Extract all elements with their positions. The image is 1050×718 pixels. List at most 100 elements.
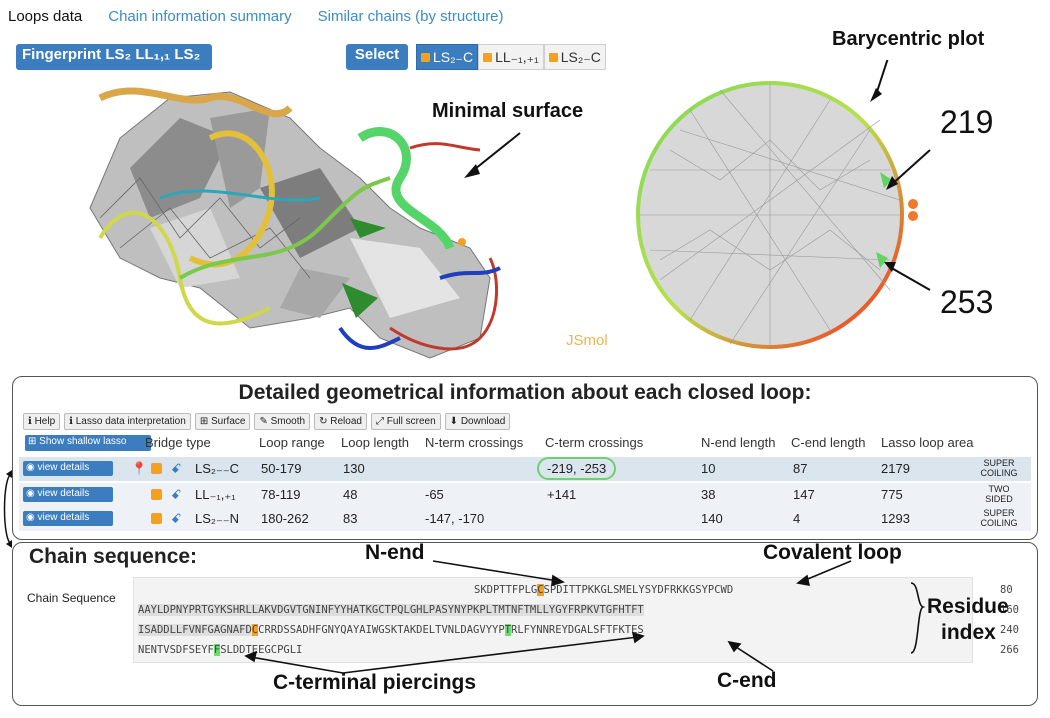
chain-sequence-box: SKDPTTFPLGCSPDITTPKKGLSMELYSYDFRKKGSYPCW… (133, 577, 1019, 663)
c-terminal-piercings-annotation: C-terminal piercings (273, 671, 477, 694)
header-loop-range: Loop range (259, 435, 325, 450)
residue-index-annotation-1: Residue (927, 595, 1009, 618)
table-row: ◉ view details 📍 ꗃ LS₂₋₋C 50-179 130 -21… (19, 457, 1031, 481)
view-details-label: view details (37, 512, 90, 523)
help-label: Help (34, 416, 56, 427)
c-term-crossings: +141 (547, 487, 577, 502)
reload-button[interactable]: ↻ Reload (314, 413, 367, 430)
lasso-icon: ꗃ (171, 487, 182, 502)
tag-line-1: TWO (988, 484, 1010, 494)
loop-toggle-label: LS₂₋C (560, 48, 601, 65)
header-loop-length: Loop length (341, 435, 409, 450)
orange-square-icon (151, 463, 162, 474)
select-button[interactable]: Select (346, 44, 408, 70)
download-button[interactable]: ⬇ Download (444, 413, 511, 430)
bridge-type: LL₋₁,₊₁ (195, 487, 236, 502)
n-term-crossings: -147, -170 (425, 511, 485, 526)
top-tabs: Loops data Chain information summary Sim… (8, 8, 504, 30)
residue-index-annotation-2: index (941, 621, 996, 644)
lasso-loop-area: 775 (881, 487, 903, 502)
residue-index: 160 (1000, 604, 1019, 616)
fingerprint-button[interactable]: Fingerprint LS₂ LL₁,₁ LS₂ (16, 44, 212, 70)
tag-line-1: SUPER (983, 458, 1015, 468)
loop-range: 180-262 (261, 511, 309, 526)
n-end-annotation: N-end (365, 541, 425, 564)
c-end-length: 87 (793, 461, 808, 476)
loop-length: 48 (343, 487, 358, 502)
chain-sequence-label: Chain Sequence (27, 591, 116, 605)
loop-toggle-label: LL₋₁,₊₁ (495, 48, 539, 65)
n-end-length: 140 (701, 511, 723, 526)
piercing-219-label: 219 (940, 104, 994, 140)
covalent-loop-annotation: Covalent loop (763, 541, 902, 564)
tab-chain-information-summary[interactable]: Chain information summary (108, 8, 292, 25)
sequence-segment: ISADDLLFVNFGAGNAFD (138, 624, 252, 636)
tag-line-2: COILING (980, 518, 1018, 528)
sequence-segment: RLFYNNREYDGALSFTFKTES (511, 624, 644, 636)
help-button[interactable]: ℹ Help (23, 413, 61, 430)
orange-square-icon (151, 513, 162, 524)
residue-index: 80 (1000, 584, 1013, 596)
loop-selector: LS₂₋C LL₋₁,₊₁ LS₂₋C (416, 44, 606, 70)
loop-toggle-label: LS₂₋C (433, 48, 474, 65)
smooth-button[interactable]: ✎ Smooth (254, 413, 311, 430)
loop-tools-bar: ℹ Help ℹ Lasso data interpretation ⊞ Sur… (23, 413, 511, 430)
bridge-type: LS₂₋₋C (195, 461, 240, 476)
surface-button[interactable]: ⊞ Surface (194, 413, 251, 430)
loop-toggle-ls2c-second[interactable]: LS₂₋C (543, 44, 606, 70)
sequence-line: NENTVSDFSEYFFSLDDTEEGCPGLI (138, 644, 302, 656)
barycentric-plot[interactable] (630, 57, 1050, 380)
protein-structure-render (89, 87, 521, 359)
orange-square-icon (421, 52, 430, 62)
view-details-label: view details (37, 488, 90, 499)
jsmol-watermark: JSmol (566, 332, 608, 349)
barycentric-disk (636, 57, 931, 349)
sequence-bridge-residue: C (537, 584, 544, 596)
loop-toggle-ls2c-first[interactable]: LS₂₋C (416, 44, 479, 70)
sequence-segment: SPDITTPKKGLSMELYSYDFRKKGSYPCWD (543, 584, 734, 596)
c-term-crossings: -219, -253 (537, 457, 617, 480)
loop-toggle-ll[interactable]: LL₋₁,₊₁ (478, 44, 544, 70)
orange-square-icon (548, 52, 558, 62)
sequence-segment: SKDPTTFPLG (474, 584, 538, 596)
tag-line-2: SIDED (985, 494, 1013, 504)
sequence-piercing-residue: T (504, 624, 511, 636)
row-link-arrow (3, 470, 13, 548)
residue-index: 240 (1000, 624, 1019, 636)
sequence-segment: NENTVSDFSEYF (138, 644, 214, 656)
table-row: ◉ view details ꗃ LS₂₋₋N 180-262 83 -147,… (19, 507, 1031, 531)
sequence-segment: CRRDSSADHFGNYQAYAIWGSKTAKDELTVNLDAGVYYP (258, 624, 505, 636)
lasso-interpretation-button[interactable]: ℹ Lasso data interpretation (64, 413, 191, 430)
chain-sequence-panel: Chain sequence: Chain Sequence SKDPTTFPL… (12, 541, 1038, 706)
minimal-surface-annotation: Minimal surface (432, 100, 584, 122)
view-details-button[interactable]: ◉ view details (23, 461, 113, 476)
header-n-term-crossings: N-term crossings (425, 435, 524, 450)
c-end-length: 147 (793, 487, 815, 502)
header-lasso-loop-area: Lasso loop area (881, 435, 974, 450)
c-end-length: 4 (793, 511, 801, 526)
barycentric-plot-title: Barycentric plot (832, 28, 985, 50)
lasso-loop-area: 2179 (881, 461, 910, 476)
view-details-label: view details (37, 462, 90, 473)
lasso-interpretation-label: Lasso data interpretation (75, 416, 186, 427)
tab-loops-data[interactable]: Loops data (8, 8, 83, 25)
orange-square-icon (483, 52, 493, 62)
pin-icon[interactable]: 📍 (131, 461, 148, 476)
show-shallow-lasso-label: Show shallow lasso (39, 436, 127, 447)
header-c-end-length: C-end length (791, 435, 866, 450)
view-details-button[interactable]: ◉ view details (23, 487, 113, 502)
loop-class-tag: TWO SIDED (975, 484, 1023, 504)
full-screen-button[interactable]: ⤢ Full screen (370, 413, 441, 430)
view-details-button[interactable]: ◉ view details (23, 511, 113, 526)
sequence-line: SKDPTTFPLGCSPDITTPKKGLSMELYSYDFRKKGSYPCW… (474, 584, 733, 596)
tab-similar-chains[interactable]: Similar chains (by structure) (317, 8, 504, 25)
sequence-segment: AAYLDPNYPRTGYKSHRLLAKVDGVTGNINFYYHATKGCT… (138, 604, 644, 616)
show-shallow-lasso-button[interactable]: ⊞ Show shallow lasso (25, 435, 151, 451)
table-row: ◉ view details ꗃ LL₋₁,₊₁ 78-119 48 -65 +… (19, 483, 1031, 507)
c-end-annotation: C-end (717, 669, 777, 692)
n-term-crossings: -65 (425, 487, 444, 502)
n-end-length: 38 (701, 487, 716, 502)
jsmol-viewer[interactable] (60, 78, 620, 372)
header-n-end-length: N-end length (701, 435, 776, 450)
residue-index: 266 (1000, 644, 1019, 656)
